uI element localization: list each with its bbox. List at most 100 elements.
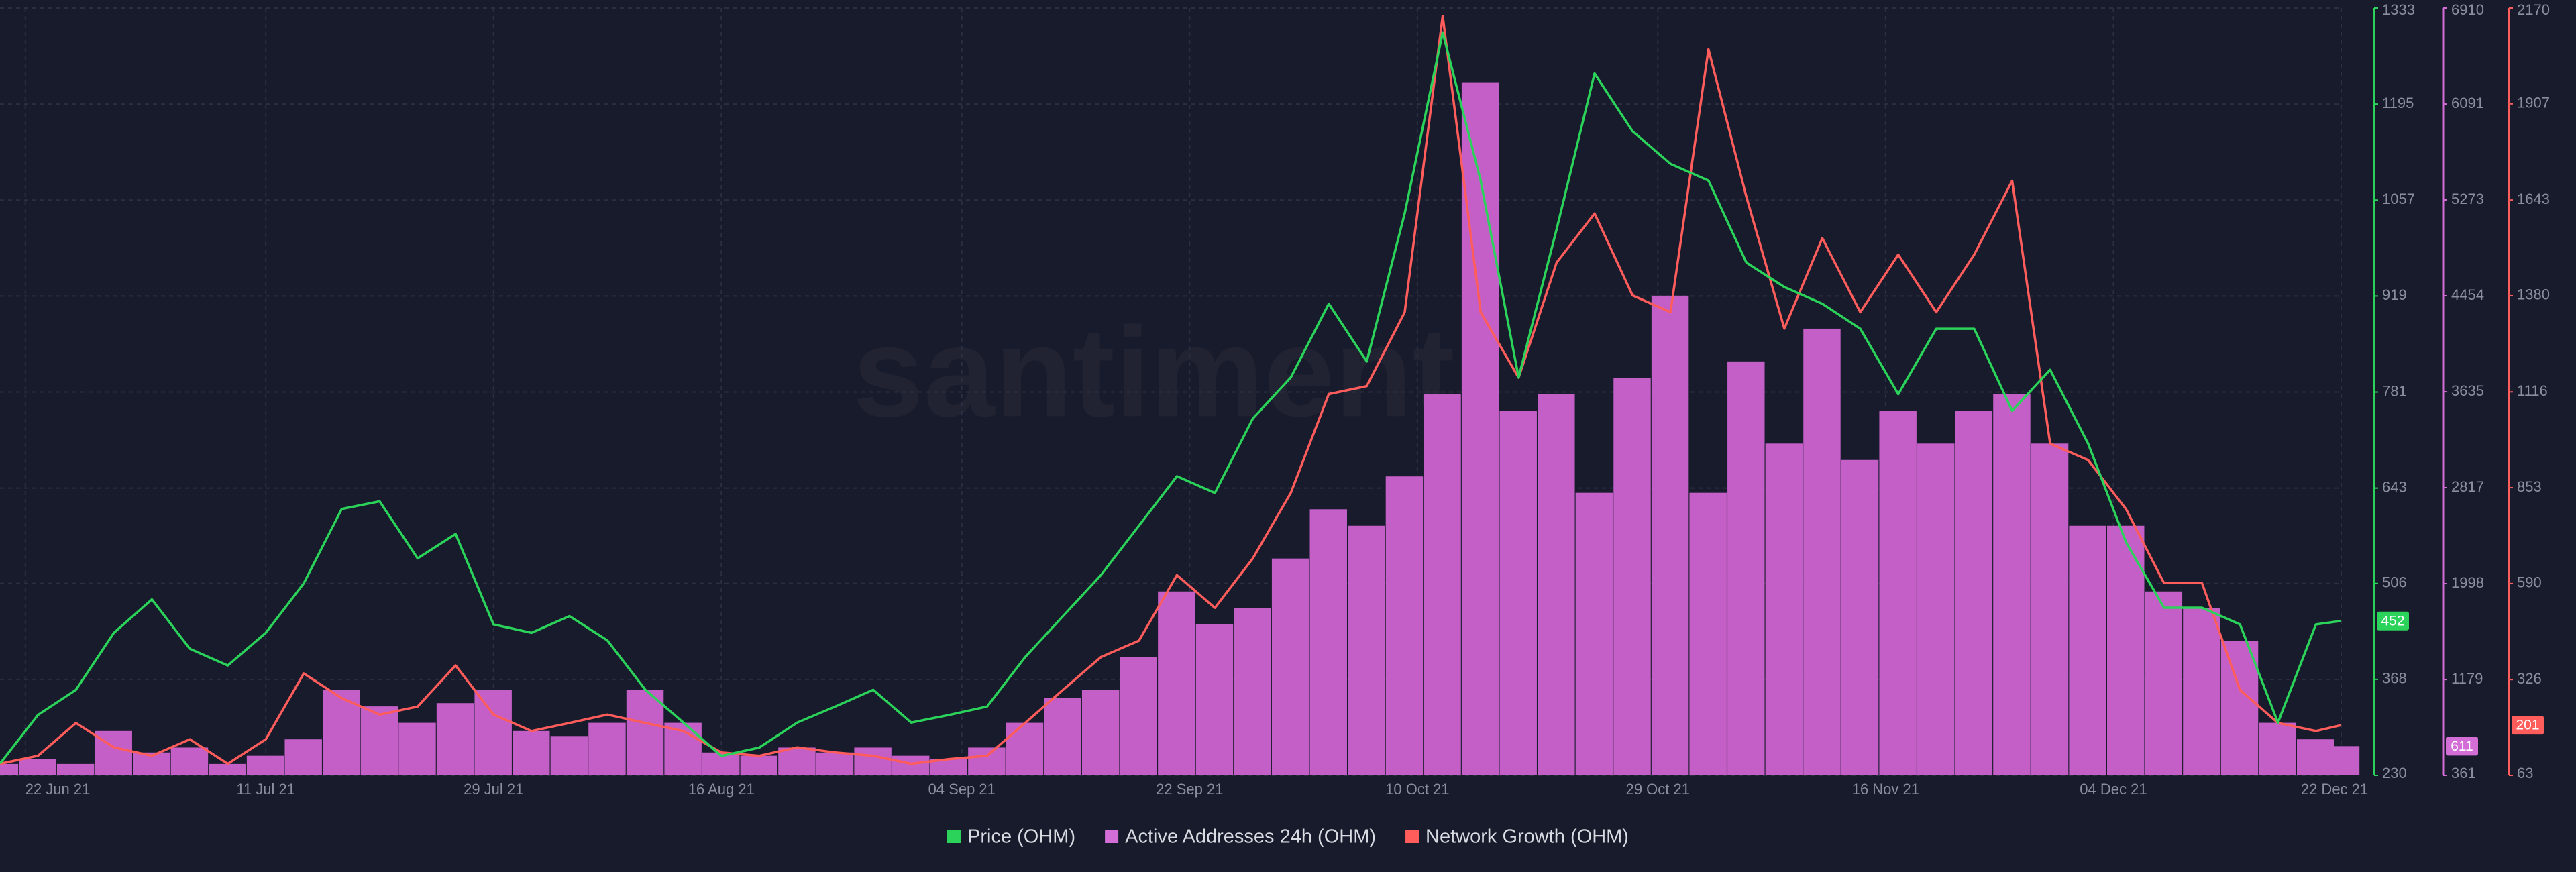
y-tick-label: 4454	[2451, 286, 2484, 303]
bar	[2322, 746, 2360, 775]
x-tick-label: 29 Oct 21	[1626, 781, 1690, 798]
x-tick-label: 22 Sep 21	[1156, 781, 1223, 798]
bar	[1689, 492, 1727, 775]
bar	[550, 736, 588, 775]
bar	[1955, 411, 1993, 775]
bar	[968, 747, 1006, 775]
bar	[1461, 82, 1499, 775]
bar	[436, 703, 474, 775]
x-tick-label: 16 Aug 21	[688, 781, 755, 798]
y-tick-label: 230	[2382, 765, 2407, 781]
legend-swatch	[1105, 830, 1119, 843]
y-tick-label: 326	[2517, 670, 2542, 687]
legend: Price (OHM) Active Addresses 24h (OHM) Net…	[947, 826, 1629, 848]
bar	[1765, 443, 1803, 775]
bar	[284, 739, 322, 775]
legend-label: Price (OHM)	[967, 826, 1075, 848]
x-tick-label: 04 Dec 21	[2080, 781, 2147, 798]
bar	[778, 747, 816, 775]
value-badge-label: 452	[2381, 613, 2404, 629]
bar	[398, 722, 436, 775]
y-tick-label: 590	[2517, 574, 2542, 591]
bar	[1424, 394, 1461, 775]
y-tick-label: 2817	[2451, 478, 2484, 495]
bar	[1271, 558, 1309, 775]
bar	[1993, 394, 2031, 775]
x-tick-label: 04 Sep 21	[928, 781, 996, 798]
value-badge-label: 201	[2516, 718, 2539, 733]
bar	[1613, 378, 1651, 775]
y-tick-label: 5273	[2451, 190, 2484, 207]
bar	[0, 763, 19, 775]
bar	[1234, 608, 1271, 775]
value-badge	[2446, 737, 2478, 756]
bar	[1158, 591, 1195, 775]
bar	[1081, 690, 1120, 775]
bar	[170, 747, 209, 775]
bar	[209, 763, 246, 775]
bar	[1385, 476, 1424, 775]
y-tick-label: 1907	[2517, 95, 2550, 111]
bar	[1195, 624, 1234, 775]
bar-series	[0, 82, 2360, 775]
legend-label: Active Addresses 24h (OHM)	[1125, 826, 1376, 848]
bar	[513, 730, 550, 775]
bar	[2107, 525, 2145, 775]
bar	[854, 747, 892, 775]
watermark: santiment	[853, 301, 1454, 443]
y-tick-label: 919	[2382, 286, 2407, 303]
y-tick-label: 1116	[2517, 382, 2548, 399]
bar	[2031, 443, 2069, 775]
bar	[360, 706, 398, 775]
value-badge-label: 611	[2451, 739, 2473, 754]
bar	[1044, 698, 1081, 775]
y-tick-label: 1998	[2451, 574, 2484, 591]
value-badge	[2377, 611, 2409, 631]
bar	[1348, 525, 1385, 775]
bar	[1006, 722, 1044, 775]
bar	[816, 752, 854, 775]
bar	[246, 755, 284, 775]
y-tick-label: 1380	[2517, 286, 2550, 303]
y-tick-label: 1195	[2382, 95, 2414, 111]
bar	[2220, 641, 2259, 775]
y-tick-label: 1643	[2517, 190, 2550, 207]
bar	[56, 763, 95, 775]
y-tick-label: 1057	[2382, 190, 2415, 207]
y-tick-label: 1333	[2382, 1, 2415, 18]
y-tick-label: 1179	[2451, 670, 2483, 687]
bar	[1309, 509, 1347, 775]
legend-swatch	[1405, 830, 1419, 843]
bar	[740, 755, 778, 775]
bar	[1120, 657, 1158, 775]
bar	[626, 690, 664, 775]
bar	[1499, 411, 1537, 775]
bar	[1538, 394, 1575, 775]
y-tick-label: 6091	[2451, 95, 2484, 111]
y-tick-label: 6910	[2451, 1, 2484, 18]
y-tick-label: 781	[2382, 382, 2407, 399]
y-tick-label: 368	[2382, 670, 2407, 687]
legend-label: Network Growth (OHM)	[1426, 826, 1629, 848]
y-tick-label: 2170	[2517, 1, 2550, 18]
bar	[1575, 492, 1613, 775]
bar	[1917, 443, 1955, 775]
line	[0, 15, 2342, 765]
x-tick-label: 29 Jul 21	[464, 781, 523, 798]
x-tick-label: 22 Dec 21	[2301, 781, 2368, 798]
bar	[2259, 722, 2296, 775]
bar	[2069, 525, 2106, 775]
bar	[19, 759, 56, 775]
bar	[2145, 591, 2183, 775]
bar	[892, 755, 930, 775]
bar	[1841, 459, 1879, 775]
value-badge	[2512, 716, 2544, 735]
y-tick-label: 506	[2382, 574, 2407, 591]
bar	[1651, 295, 1689, 775]
x-tick-label: 22 Jun 21	[25, 781, 91, 798]
bar	[1727, 361, 1765, 775]
bar	[1803, 328, 1841, 775]
x-tick-label: 16 Nov 21	[1852, 781, 1919, 798]
